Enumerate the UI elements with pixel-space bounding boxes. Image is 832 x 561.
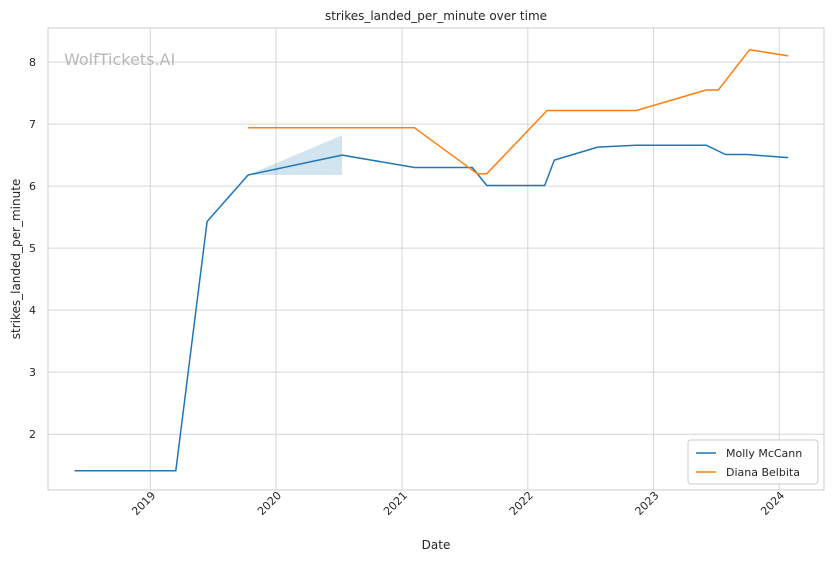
legend-label: Molly McCann [726, 447, 802, 460]
x-axis-label: Date [422, 538, 451, 552]
plot-area [47, 27, 825, 491]
legend-box [687, 439, 819, 485]
watermark: WolfTickets.AI [64, 50, 175, 69]
y-tick-label: 7 [29, 118, 36, 131]
confidence-band [248, 135, 343, 175]
y-tick-labels: 2 3 4 5 6 7 8 [29, 56, 36, 441]
confidence-bands [248, 135, 343, 175]
y-tick-label: 2 [29, 428, 36, 441]
legend-label: Diana Belbita [726, 466, 800, 479]
y-axis-label: strikes_landed_per_minute [9, 179, 23, 340]
x-tick-label: 2023 [633, 489, 662, 518]
grid [48, 28, 824, 490]
x-tick-label: 2020 [255, 489, 284, 518]
chart-title: strikes_landed_per_minute over time [325, 9, 547, 23]
series-line [248, 48, 789, 175]
legend: Molly McCann Diana Belbita [687, 439, 819, 485]
x-tick-label: 2024 [758, 489, 787, 518]
y-tick-label: 3 [29, 366, 36, 379]
series-line [74, 144, 789, 472]
x-tick-label: 2022 [507, 489, 536, 518]
series-lines [74, 48, 789, 472]
x-tick-label: 2021 [381, 489, 410, 518]
y-tick-label: 6 [29, 180, 36, 193]
x-tick-label: 2019 [129, 489, 158, 518]
y-tick-label: 5 [29, 242, 36, 255]
y-tick-label: 8 [29, 56, 36, 69]
y-tick-label: 4 [29, 304, 36, 317]
x-tick-labels: 2019 2020 2021 2022 2023 2024 [129, 489, 787, 518]
